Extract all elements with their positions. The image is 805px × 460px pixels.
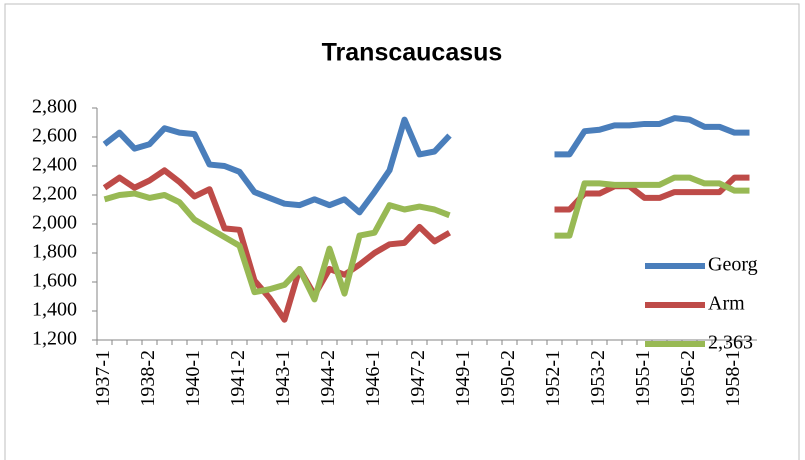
x-tick-label: 1944-2 <box>317 350 339 407</box>
x-tick-label: 1937-1 <box>92 350 114 407</box>
legend-label: Georg <box>708 254 758 276</box>
y-tick-label: 2,400 <box>32 154 77 176</box>
y-tick-label: 1,600 <box>32 270 77 292</box>
y-tick-label: 1,200 <box>32 328 77 350</box>
x-tick-label: 1941-2 <box>227 350 249 407</box>
x-tick-label: 1950-2 <box>497 350 519 407</box>
series-line <box>103 174 750 303</box>
x-tick-label: 1958-1 <box>722 350 744 407</box>
y-tick-label: 2,800 <box>32 96 77 118</box>
x-tick-label: 1938-2 <box>137 350 159 407</box>
y-tick-label: 2,000 <box>32 212 77 234</box>
series-line <box>102 115 750 216</box>
chart-title: Transcaucasus <box>322 39 503 67</box>
x-tick-label: 1949-1 <box>452 350 474 407</box>
y-tick-label: 2,200 <box>32 183 77 205</box>
y-tick-label: 2,600 <box>32 125 77 147</box>
x-tick-label: 1956-2 <box>677 350 699 407</box>
chart-border <box>4 3 800 460</box>
legend-label: Arm <box>708 293 745 315</box>
x-tick-label: 1947-2 <box>407 350 429 407</box>
x-tick-label: 1946-1 <box>362 350 384 407</box>
y-tick-label: 1,400 <box>32 299 77 321</box>
x-tick-label: 1943-1 <box>272 350 294 407</box>
y-tick-label: 1,800 <box>32 241 77 263</box>
series-line <box>102 167 750 323</box>
x-tick-label: 1952-1 <box>542 350 564 407</box>
x-tick-label: 1940-1 <box>182 350 204 407</box>
x-tick-label: 1953-2 <box>587 350 609 407</box>
legend-label: 2,363 <box>708 332 753 354</box>
x-tick-label: 1955-1 <box>632 350 654 407</box>
